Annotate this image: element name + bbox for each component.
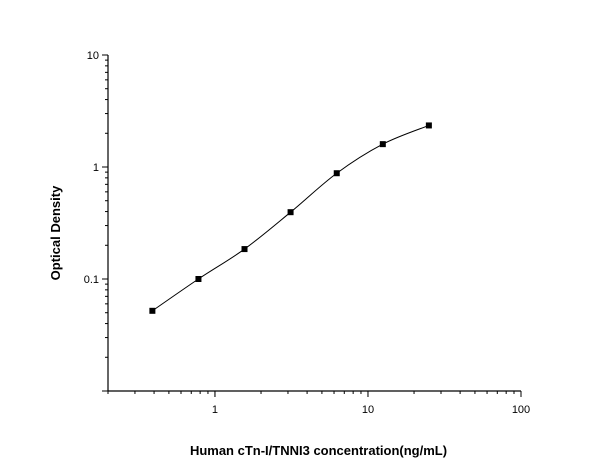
y-tick-label: 0.1 [84,274,99,286]
axes [107,55,521,392]
data-point [195,276,202,282]
data-point [149,307,156,314]
data-point [241,246,248,253]
data-points [149,122,432,314]
x-tick-label: 1 [212,404,218,416]
y-axis-title: Optical Density [48,185,63,280]
data-point [425,122,432,129]
data-point [333,170,340,177]
x-axis-title: Human cTn-I/TNNI3 concentration(ng/mL) [190,443,447,458]
fit-curve [152,124,430,312]
data-point [287,209,294,216]
y-tick-label: 10 [87,50,99,62]
x-tick-label: 100 [512,404,530,416]
x-ticks: 1 10 100 [107,391,530,416]
y-ticks: 0.1 1 10 [84,50,108,392]
y-tick-label: 1 [93,162,99,174]
data-point [379,141,386,148]
x-tick-label: 10 [362,404,374,416]
